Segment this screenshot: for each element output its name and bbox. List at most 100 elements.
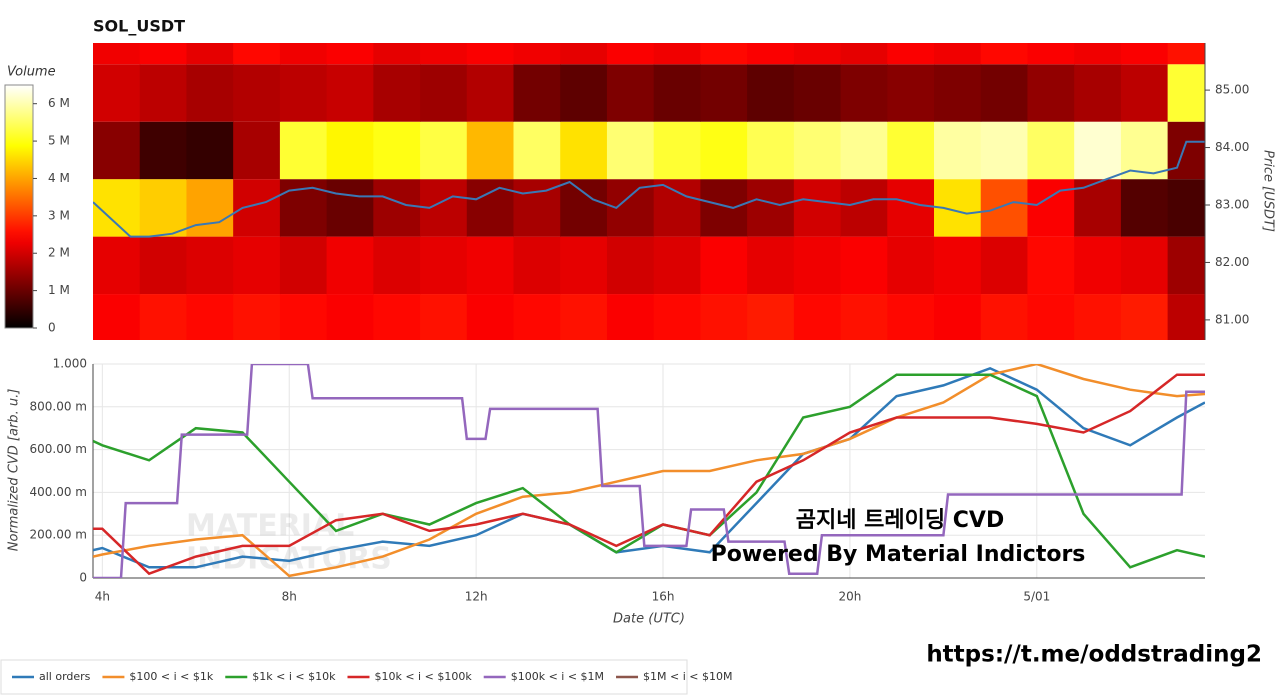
y-tick-label: 1.000 — [53, 357, 87, 371]
heat-cell — [653, 179, 701, 237]
heat-cell — [1027, 179, 1075, 237]
heat-cell — [420, 294, 468, 340]
heat-cell — [93, 64, 141, 122]
heat-cell — [326, 236, 374, 295]
heat-cell — [887, 43, 935, 65]
legend-label: $1M < i < $10M — [643, 670, 732, 683]
heat-cell — [747, 294, 795, 340]
heat-cell — [420, 64, 468, 122]
overlay: 곰지네 트레이딩 CVD Powered By Material Indictor… — [12, 508, 1085, 683]
heat-cell — [279, 121, 328, 180]
heat-cell — [747, 64, 795, 122]
heat-cell — [279, 294, 328, 340]
legend-label: $100k < i < $1M — [511, 670, 604, 683]
price-line — [93, 140, 1205, 238]
link-text: https://t.me/oddstrading2 — [926, 642, 1262, 668]
heat-cell — [1120, 179, 1169, 237]
heat-cell — [793, 121, 842, 180]
y-tick-label: 81.00 — [1215, 312, 1249, 326]
chart-title: SOL_USDT — [93, 17, 185, 36]
heat-cell — [420, 121, 468, 180]
heat-cell — [887, 236, 935, 295]
heat-cell — [1120, 236, 1169, 295]
y-axis-title: Normalized CVD [arb. u.] — [7, 389, 22, 552]
heat-cell — [606, 236, 655, 295]
heat-cell — [186, 236, 234, 295]
heat-cell — [606, 294, 655, 340]
heat-cell — [700, 64, 748, 122]
colorbar-tick-label: 4 M — [48, 171, 70, 185]
x-tick-label: 8h — [282, 590, 297, 604]
x-tick-label: 5/01 — [1023, 590, 1050, 604]
heat-cell — [840, 179, 888, 237]
legend-box — [0, 659, 688, 695]
colorbar — [4, 84, 34, 329]
heat-cell — [186, 43, 234, 65]
heat-cell — [793, 236, 842, 295]
heat-cell — [326, 121, 374, 180]
heat-cell — [560, 179, 608, 237]
cvd-line — [93, 373, 1205, 569]
heat-cell — [513, 236, 561, 295]
heat-cell — [1027, 121, 1075, 180]
heat-cell — [700, 121, 748, 180]
x-tick-label: 4h — [95, 590, 110, 604]
heat-cell — [653, 64, 701, 122]
colorbar-tick-label: 2 M — [48, 246, 70, 260]
y-axis-title: Price [USDT] — [1261, 150, 1276, 232]
heat-cell — [606, 43, 655, 65]
heat-cell — [1120, 64, 1169, 122]
heat-cell — [1074, 64, 1122, 122]
legend-label: $1k < i < $10k — [252, 670, 336, 683]
colorbar-tick-label: 5 M — [48, 134, 70, 148]
heat-cell — [93, 294, 141, 340]
annotation: Powered By Material Indictors — [711, 542, 1086, 567]
annotation: 곰지네 트레이딩 CVD — [796, 508, 1004, 533]
heat-cell — [700, 43, 748, 65]
cvd-line — [93, 364, 1205, 578]
heat-cell — [279, 236, 328, 295]
heat-cell — [93, 43, 141, 65]
heat-cell — [373, 294, 421, 340]
heat-cell — [1120, 43, 1169, 65]
heat-cell — [980, 43, 1028, 65]
y-tick-label: 800.00 m — [30, 399, 88, 413]
heat-cell — [1167, 64, 1205, 122]
heat-cell — [139, 179, 187, 237]
heat-cell — [373, 121, 421, 180]
cvd-line — [93, 364, 1205, 578]
heat-cell — [1027, 236, 1075, 295]
y-tick-label: 400.00 m — [30, 485, 88, 499]
heat-cell — [1027, 43, 1075, 65]
cvd-plot: 0 200.00 m 400.00 m 600.00 m 800.00 m 1.000 4h… — [30, 357, 1205, 604]
heat-cell — [887, 121, 935, 180]
heat-cell — [1074, 43, 1122, 65]
heat-cell — [466, 236, 515, 295]
heat-cell — [326, 64, 374, 122]
heat-cell — [840, 43, 888, 65]
heat-cell — [700, 236, 748, 295]
heat-cell — [793, 43, 842, 65]
heat-cell — [653, 294, 701, 340]
heat-cell — [934, 64, 982, 122]
heat-cell — [793, 294, 842, 340]
heat-cell — [1167, 236, 1205, 295]
heat-cell — [653, 236, 701, 295]
heat-cell — [934, 236, 982, 295]
heat-cell — [1074, 236, 1122, 295]
y-tick-label: 84.00 — [1215, 140, 1249, 154]
heat-cell — [279, 64, 328, 122]
heat-cell — [139, 121, 187, 180]
y-tick-label: 85.00 — [1215, 83, 1249, 97]
heat-cell — [139, 236, 187, 295]
heat-cell — [139, 43, 187, 65]
heat-cell — [513, 64, 561, 122]
heat-cell — [700, 179, 748, 237]
heat-cell — [840, 121, 888, 180]
heat-cell — [326, 294, 374, 340]
heat-cell — [887, 64, 935, 122]
heat-cell — [279, 43, 328, 65]
heat-cell — [466, 64, 515, 122]
heat-cell — [1027, 64, 1075, 122]
